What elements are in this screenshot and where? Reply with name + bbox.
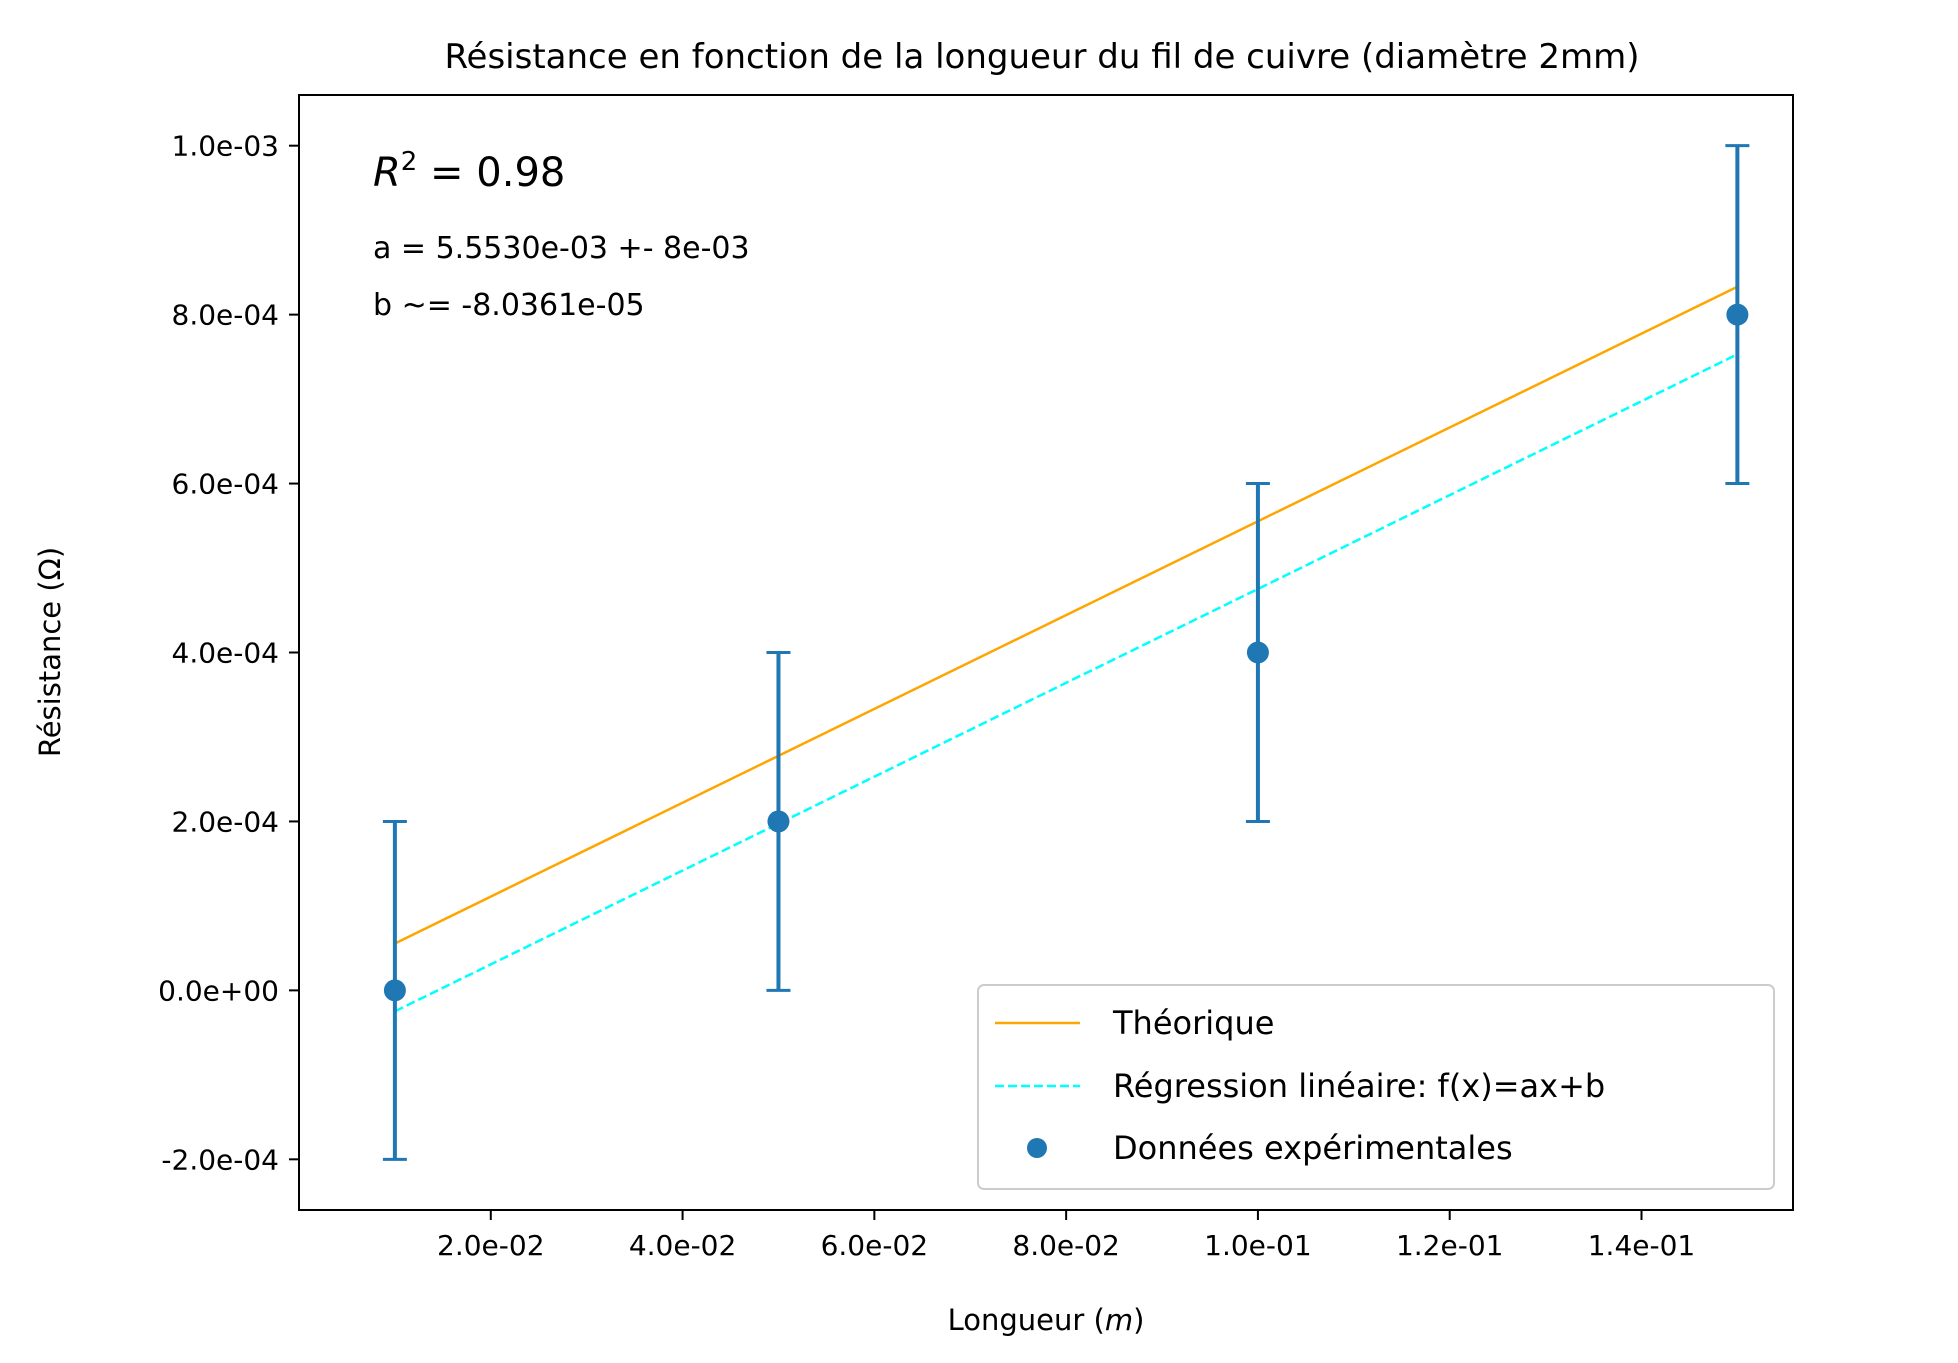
plot-area [298, 94, 1794, 1211]
regression-line [394, 353, 1738, 1013]
data-point [1726, 303, 1749, 326]
x-tick-label: 4.0e-02 [629, 1229, 737, 1262]
series-layer [382, 144, 1750, 1161]
y-tick-label: 4.0e-04 [172, 637, 280, 670]
y-tick-label: 0.0e+00 [158, 974, 279, 1007]
x-tick-label: 1.4e-01 [1588, 1229, 1696, 1262]
chart-title: Résistance en fonction de la longueur du… [444, 37, 1639, 77]
x-axis-label: Longueur (m) [948, 1303, 1145, 1337]
data-point [767, 810, 790, 833]
y-axis: -2.0e-04 0.0e+00 2.0e-04 4.0e-04 6.0e-04 8.0e… [158, 130, 299, 1176]
intercept-annotation: b ~= -8.0361e-05 [373, 288, 645, 323]
legend-box [977, 984, 1775, 1190]
x-tick-label: 6.0e-02 [821, 1229, 929, 1262]
y-tick-label: 6.0e-04 [172, 468, 280, 501]
theoretical-line [394, 285, 1738, 945]
legend: Théorique Régression linéaire: f(x)=ax+b… [977, 984, 1775, 1190]
x-tick-label: 1.2e-01 [1396, 1229, 1504, 1262]
x-axis: 2.0e-02 4.0e-02 6.0e-02 8.0e-02 1.0e-01 1.2e-… [437, 1210, 1695, 1262]
y-tick-label: 8.0e-04 [172, 299, 280, 332]
slope-annotation: a = 5.5530e-03 +- 8e-03 [373, 231, 750, 266]
legend-label-regression: Régression linéaire: f(x)=ax+b [1113, 1067, 1605, 1105]
legend-label-donnees: Données expérimentales [1113, 1129, 1513, 1167]
legend-swatch-donnees [1027, 1138, 1047, 1158]
x-tick-label: 1.0e-01 [1204, 1229, 1312, 1262]
x-tick-label: 8.0e-02 [1012, 1229, 1120, 1262]
y-axis-label: Résistance (Ω) [33, 547, 67, 757]
legend-label-theorique: Théorique [1112, 1004, 1274, 1042]
data-point [1246, 641, 1269, 664]
y-tick-label: -2.0e-04 [161, 1143, 279, 1176]
data-point [383, 979, 406, 1002]
r-squared-annotation: R2 = 0.98 [373, 147, 565, 196]
x-tick-label: 2.0e-02 [437, 1229, 545, 1262]
y-tick-label: 2.0e-04 [172, 805, 280, 838]
y-tick-label: 1.0e-03 [172, 130, 280, 163]
